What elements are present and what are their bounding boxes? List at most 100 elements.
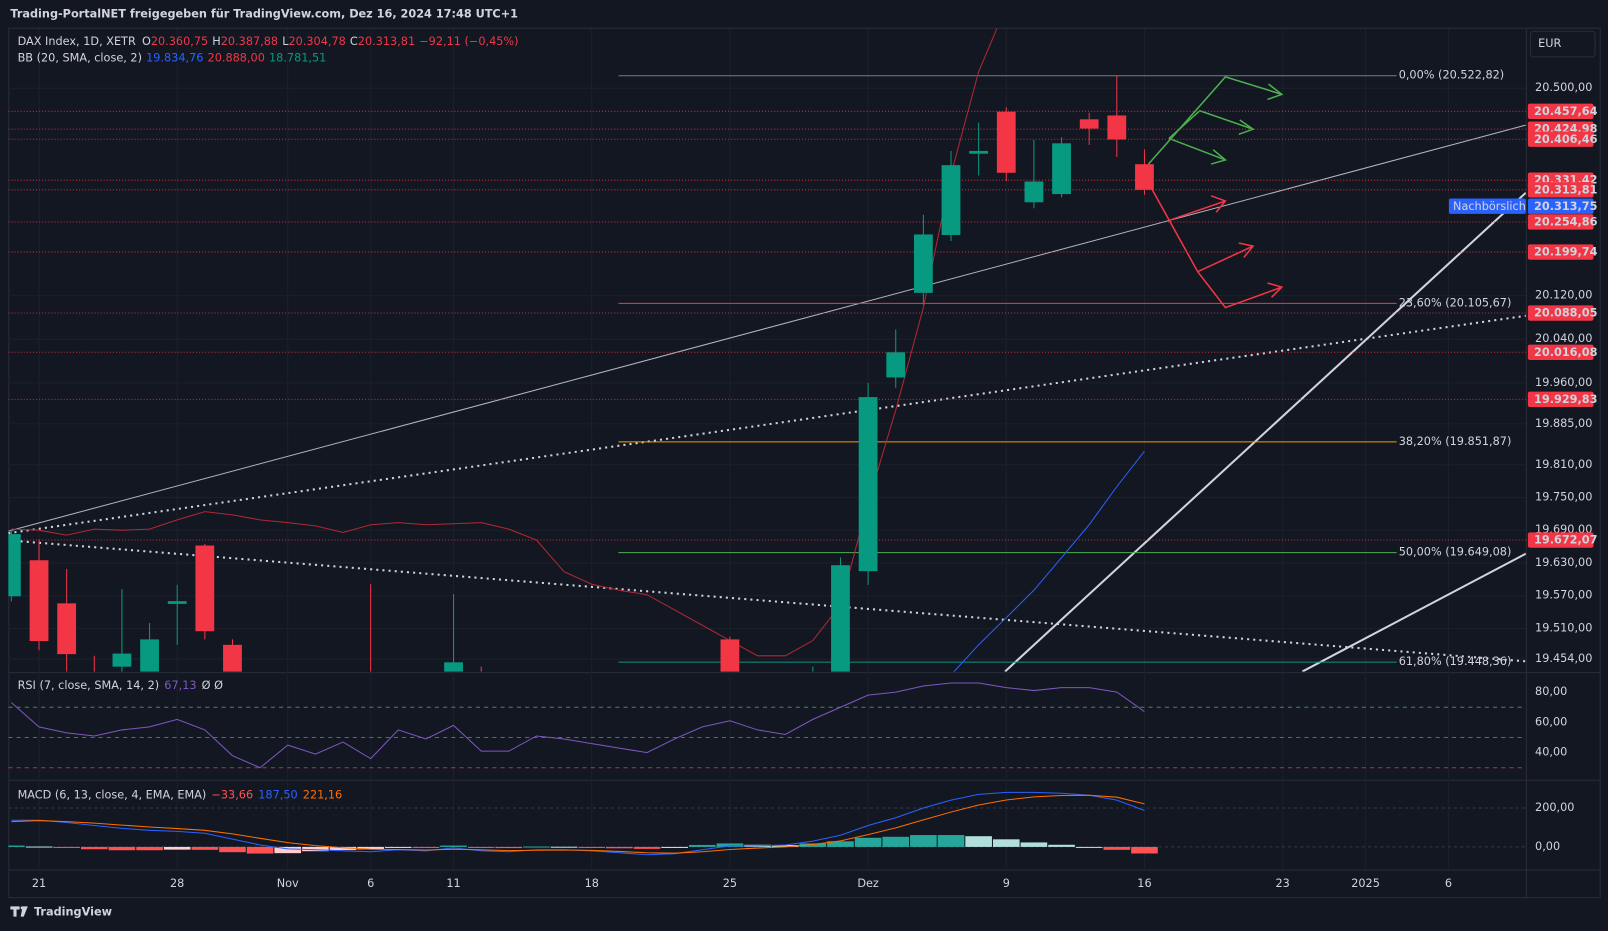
logo-dot — [20, 906, 24, 910]
arrow-head — [1210, 195, 1227, 213]
macd-histogram-bar — [882, 836, 910, 847]
macd-histogram-bar — [965, 836, 992, 847]
candle-body — [831, 565, 850, 672]
ohlc-value: 20.360,75 — [151, 35, 208, 48]
macd-histogram-bar — [53, 846, 80, 848]
axes: 21 28 Nov 6 11 18 25 Dez 9 16 23 2025 6 20.500,00 20.1… — [18, 81, 1598, 890]
macd-histogram-bar — [412, 846, 440, 848]
y-tick-label: 19.630,00 — [1535, 556, 1592, 569]
y-tick-label: 19.885,00 — [1535, 417, 1592, 430]
price-badge-label: 19.929,83 — [1534, 393, 1597, 406]
y-tick-label: 20.500,00 — [1535, 81, 1592, 94]
bb-value: 18.781,51 — [269, 51, 326, 64]
price-badge — [1527, 131, 1594, 147]
x-tick-label: 6 — [1445, 877, 1452, 890]
source-line: Trading-PortalNET freigegeben für Tradin… — [10, 7, 518, 20]
candle-body — [913, 234, 933, 293]
candle-body — [996, 111, 1016, 173]
arrow-path — [1147, 76, 1283, 165]
macd-histogram-bar — [80, 846, 108, 850]
candle-body — [1024, 181, 1044, 203]
frame — [8, 27, 1601, 899]
rsi-extra: Ø Ø — [202, 679, 223, 692]
bb-line — [11, 28, 998, 657]
macd-histogram-bar — [716, 843, 744, 847]
x-tick-label: 11 — [446, 877, 460, 890]
macd-histogram-bar — [688, 844, 716, 847]
drawings — [8, 76, 1526, 672]
bb-title: BB (20, SMA, close, 2) — [18, 51, 142, 64]
tradingview-logo: TradingView — [10, 906, 113, 919]
bull-arrows — [1147, 76, 1284, 165]
x-tick-label: Nov — [277, 877, 299, 890]
macd-histogram-bar — [1048, 844, 1075, 847]
macd-histogram-bar — [1075, 846, 1103, 848]
macd-value: 187,50 — [258, 789, 297, 802]
y-tick-label: 20.120,00 — [1535, 289, 1592, 302]
price-badge — [1527, 344, 1594, 360]
macd-histogram-bar — [136, 846, 163, 851]
candle-body — [223, 644, 242, 672]
macd-histogram-bar — [992, 839, 1020, 847]
currency-button[interactable] — [1529, 30, 1596, 58]
macd-value: 221,16 — [303, 789, 342, 802]
price-badge — [1527, 391, 1594, 408]
price-badge-label: 20.406,46 — [1534, 133, 1598, 146]
macd-histogram-bar — [937, 835, 965, 847]
trend-line — [1301, 552, 1526, 672]
currency-label[interactable]: EUR — [1538, 37, 1561, 50]
macd-histogram-bar — [1020, 842, 1048, 847]
macd-legend: MACD (6, 13, close, 4, EMA, EMA) −33,66 18… — [18, 789, 343, 802]
price-badge — [1527, 305, 1594, 321]
macd-pane — [8, 791, 1526, 856]
macd-hist-value: −33,66 — [211, 789, 253, 802]
y-tick-label: 19.570,00 — [1535, 589, 1592, 602]
grid — [8, 28, 1526, 870]
fib-label: 0,00% (20.522,82) — [1399, 69, 1505, 82]
y-tick-label: 40,00 — [1535, 746, 1567, 759]
macd-histogram-bar — [467, 846, 495, 848]
y-tick-label: 80,00 — [1535, 685, 1567, 698]
macd-histogram-bar — [578, 846, 606, 848]
candle-body — [444, 662, 463, 672]
candle-body — [1135, 164, 1154, 190]
symbol-legend: DAX Index, 1D, XETR O20.360,75 H20.387,88 L… — [18, 35, 519, 48]
macd-histogram-bar — [827, 841, 854, 847]
rsi-title: RSI (7, close, SMA, 14, 2) — [18, 679, 160, 692]
macd-histogram-bar — [606, 846, 633, 849]
price-badge-label: 20.457,64 — [1534, 105, 1598, 118]
rsi-value: 67,13 — [164, 679, 196, 692]
candle-body — [858, 397, 878, 572]
macd-histogram-bar — [163, 846, 191, 850]
fib-label: 38,20% (19.851,87) — [1399, 435, 1512, 448]
macd-histogram-bar — [274, 846, 302, 854]
arrow-head — [1238, 242, 1255, 258]
price-badge-label: 20.313,81 — [1534, 183, 1598, 196]
macd-histogram-bar — [854, 837, 882, 847]
price-badge — [1527, 532, 1594, 548]
macd-histogram-bar — [219, 846, 246, 853]
price-badge-label: 20.199,74 — [1534, 246, 1598, 259]
arrow-path — [1168, 137, 1226, 161]
ohlc-key: H — [212, 35, 220, 48]
macd-histogram-bar — [1131, 846, 1158, 854]
brand: TradingView — [34, 906, 113, 919]
x-tick-label: 28 — [170, 877, 184, 890]
candle-body — [29, 560, 49, 642]
macd-histogram-bar — [357, 846, 384, 850]
bb-legend: BB (20, SMA, close, 2) 19.834,76 20.888,00… — [18, 51, 327, 64]
y-tick-label: 200,00 — [1535, 801, 1574, 814]
post-market-tag-bg — [1448, 198, 1526, 214]
arrow-head — [1210, 149, 1228, 165]
candle-body — [112, 653, 132, 667]
ohlc-key: O — [142, 35, 151, 48]
ohlc-key: C — [350, 35, 358, 48]
macd-line — [11, 794, 1145, 854]
macd-histogram-bar — [550, 846, 578, 848]
rsi-pane — [8, 682, 1526, 769]
candle-body — [140, 639, 159, 672]
candle-body — [1079, 119, 1099, 129]
price-badge-label: 19.672,07 — [1534, 534, 1597, 547]
